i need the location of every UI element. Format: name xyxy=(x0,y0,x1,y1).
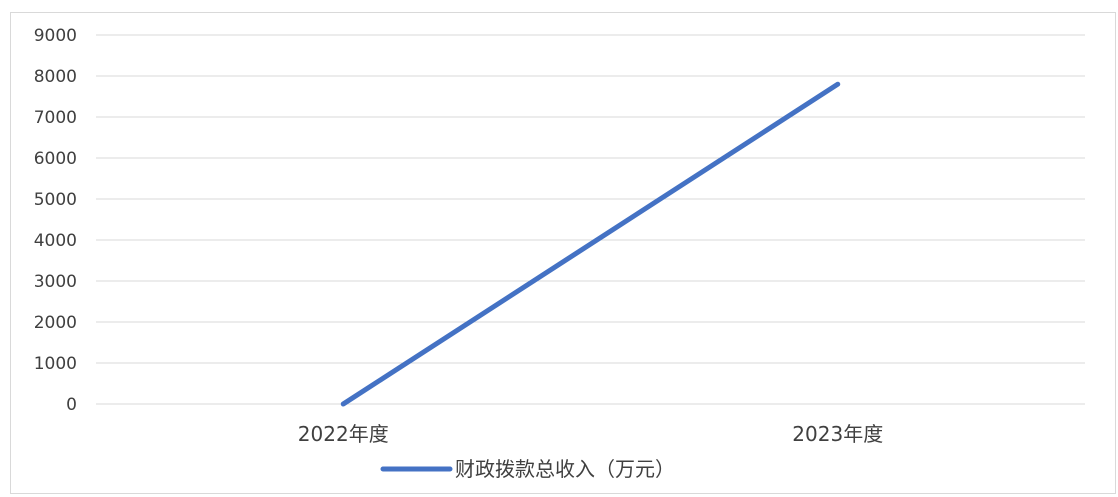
legend-label: 财政拨款总收入（万元） xyxy=(455,457,675,481)
legend: 财政拨款总收入（万元） xyxy=(380,457,675,481)
y-tick-label: 2000 xyxy=(34,313,77,333)
series-group xyxy=(340,81,841,407)
chart-frame xyxy=(10,12,1116,494)
series-line xyxy=(340,81,841,407)
x-axis-category-labels: 2022年度 2023年度 xyxy=(298,422,883,446)
y-tick-label: 0 xyxy=(66,395,77,415)
y-axis-tick-labels: 0 1000 2000 3000 4000 5000 6000 7000 8000 9000 xyxy=(34,26,77,415)
y-tick-label: 7000 xyxy=(34,108,77,128)
y-tick-label: 3000 xyxy=(34,272,77,292)
y-tick-label: 5000 xyxy=(34,190,77,210)
x-category-label: 2022年度 xyxy=(298,422,389,446)
gridlines xyxy=(96,34,1085,405)
x-category-label: 2023年度 xyxy=(792,422,883,446)
y-tick-label: 1000 xyxy=(34,354,77,374)
y-tick-label: 8000 xyxy=(34,67,77,87)
y-tick-label: 9000 xyxy=(34,26,77,46)
y-tick-label: 4000 xyxy=(34,231,77,251)
y-tick-label: 6000 xyxy=(34,149,77,169)
